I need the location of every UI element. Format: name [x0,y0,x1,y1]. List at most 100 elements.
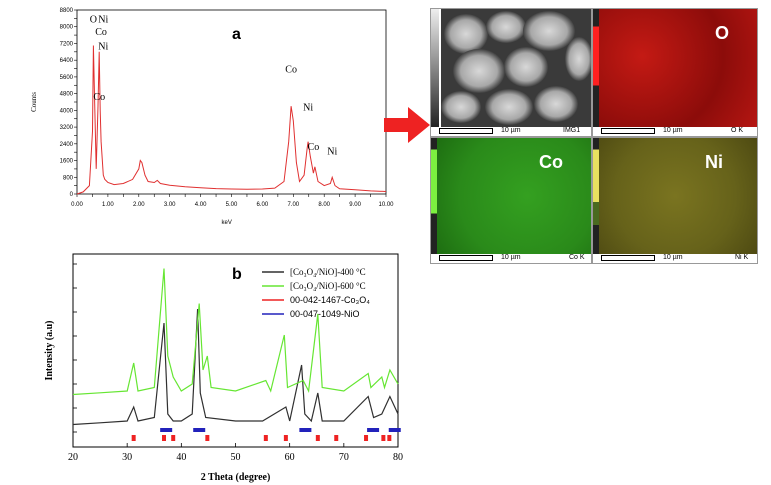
nio-reference-bar [367,428,380,432]
o-map-image [593,9,757,127]
panel-a-label: a [232,26,241,43]
y-tick-label: 800 [63,175,74,181]
x-tick-label: 2.00 [133,202,145,208]
x-axis-label: 2 Theta (degree) [201,472,271,483]
x-tick-label: 7.00 [287,202,299,208]
ni-color-bar [593,138,599,254]
o-map-label: O [715,23,730,43]
x-tick-label: 5.00 [226,202,238,208]
sem-image-tile: 10 µm IMG1 [430,8,592,137]
co3o4-reference-bar [334,435,339,441]
y-tick-label: 4800 [60,92,74,98]
co3o4-reference-bar [364,435,369,441]
x-axis-label: keV [222,220,232,225]
x-tick-label: 1.00 [102,202,114,208]
co3o4-reference-bar [283,435,288,441]
co3o4-reference-bar [131,435,136,441]
eds-series-line [76,45,387,195]
xrd-panel: 20 30 40 50 60 70 80 2 Theta (degree) Intensity … [0,242,420,485]
y-tick-label: 2400 [60,142,74,148]
y-axis-label: Counts [30,92,38,112]
o-map-tile: O 10 µm O K [592,8,758,137]
o-color-bar [593,9,599,127]
scale-text: 10 µm [501,254,521,261]
x-tick-label: 8.00 [318,202,330,208]
x-tick-label: 0.00 [71,202,83,208]
scale-bar [439,128,493,134]
peak-annotation: Co [308,142,320,153]
co3o4-reference-bar [205,435,210,441]
sem-image [431,9,591,127]
y-tick-label: 4000 [60,108,74,114]
y-tick-label: 7200 [60,41,74,47]
peak-annotation: O [90,15,97,26]
peak-annotation: Ni [98,42,108,53]
nio-reference-bar [160,428,173,432]
map-caption: Co K [569,254,585,261]
map-caption: O K [731,127,744,134]
y-tick-label: 3200 [60,125,74,131]
co3o4-reference-bar [171,435,176,441]
scale-text: 10 µm [663,254,683,261]
map-caption: IMG1 [563,127,581,134]
scale-text: 10 µm [663,127,683,134]
x-tick-label: 50 [231,452,241,463]
co3o4-reference-bar [381,435,386,441]
peak-annotation: Co [93,92,105,103]
co-map-tile: Co 10 µm Co K [430,137,592,264]
x-tick-label: 20 [68,452,78,463]
eds-maps: 10 µm IMG1 O 10 µm O K Co 10 µm Co K Ni … [430,0,770,268]
peak-annotation: Co [285,65,297,76]
nio-reference-bar [388,428,401,432]
legend-entry: [Co₃O₄/NiO]-600 °C [290,281,366,291]
map-caption: Ni K [735,254,749,261]
co-map-image [431,138,591,254]
co3o4-reference-bar [263,435,268,441]
scale-text: 10 µm [501,127,521,134]
legend-entry: [Co₃O₄/NiO]-400 °C [290,267,366,277]
x-tick-label: 4.00 [195,202,207,208]
panel-b-label: b [232,266,242,283]
co3o4-reference-bar [387,435,392,441]
x-tick-label: 60 [285,452,295,463]
scale-bar [439,255,493,261]
peak-annotation: Ni [327,146,337,157]
ni-map-tile: Ni 10 µm Ni K [592,137,758,264]
x-tick-label: 40 [176,452,186,463]
y-tick-label: 6400 [60,58,74,64]
scale-bar [601,255,655,261]
ni-map-image [593,138,757,254]
peak-annotation: Co [95,27,107,38]
y-tick-label: 0 [70,192,74,198]
nio-reference-bar [193,428,206,432]
x-tick-label: 6.00 [257,202,269,208]
co3o4-reference-bar [162,435,166,441]
ni-map-label: Ni [705,152,723,172]
peak-annotation: Ni [303,102,313,113]
peak-annotation: Ni [98,15,108,26]
y-tick-label: 1600 [60,159,74,165]
x-tick-label: 80 [393,452,403,463]
y-tick-label: 8800 [60,8,74,14]
eds-panel: 0.00 1.00 2.00 3.00 4.00 5.00 6.00 7.00 8.00 9.00… [14,0,394,225]
x-tick-label: 3.00 [164,202,176,208]
x-tick-label: 10.00 [378,202,394,208]
co-map-label: Co [539,152,563,172]
y-tick-label: 8000 [60,25,74,31]
nio-reference-bar [299,428,312,432]
y-axis-label: Intensity (a.u) [44,320,55,380]
right-arrow-icon [384,107,430,143]
co-color-bar [431,138,437,254]
xrd-series-1 [72,308,399,426]
scale-bar [601,128,655,134]
co3o4-reference-bar [315,435,320,441]
y-tick-label: 5600 [60,75,74,81]
xrd-chart: 20 30 40 50 60 70 80 2 Theta (degree) Intensity … [44,253,403,483]
legend-entry: 00-047-1049-NiO [290,309,360,319]
x-tick-label: 70 [339,452,349,463]
x-tick-label: 9.00 [349,202,361,208]
eds-chart: 0.00 1.00 2.00 3.00 4.00 5.00 6.00 7.00 8.00 9.00… [30,8,394,225]
legend-entry: 00-042-1467-Co₃O₄ [290,295,370,305]
x-tick-label: 30 [122,452,132,463]
xrd-series-2 [72,268,399,396]
